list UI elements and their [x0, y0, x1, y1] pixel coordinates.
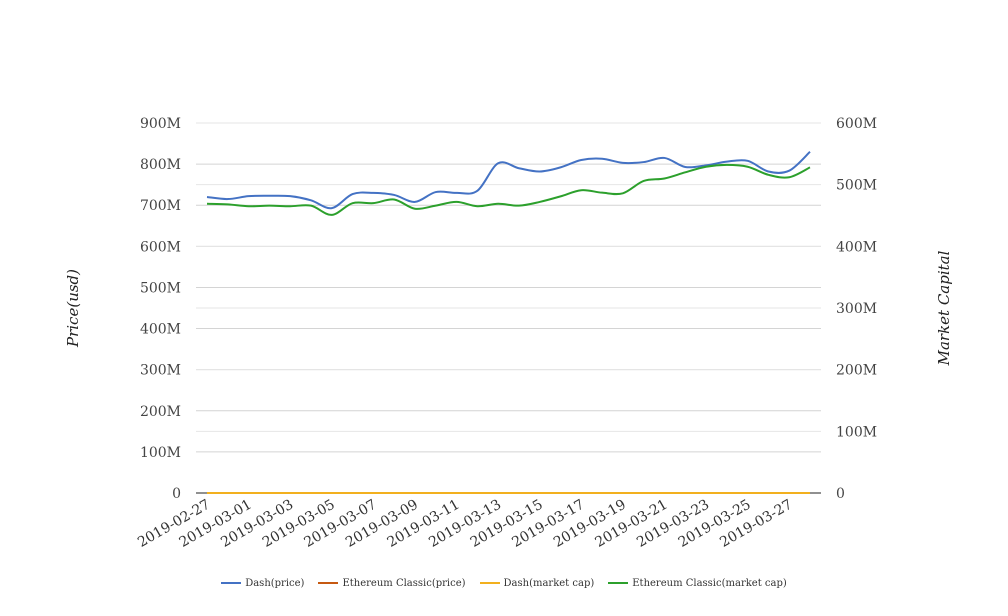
left-tick-label: 900M: [140, 116, 181, 132]
x-axis-ticks: 2019-02-272019-03-012019-03-032019-03-05…: [135, 497, 795, 551]
right-tick-label: 0: [836, 486, 845, 502]
legend-label: Ethereum Classic(price): [342, 578, 466, 589]
left-tick-label: 100M: [140, 445, 181, 461]
left-axis-ticks: 0 100M 200M 300M 400M 500M 600M 700M 800M 900M: [140, 116, 181, 502]
right-tick-label: 100M: [836, 424, 877, 440]
right-tick-label: 200M: [836, 363, 877, 379]
chart-legend: Dash(price) Ethereum Classic(price) Dash(m…: [0, 578, 1008, 589]
series-line-dash-price: [206, 151, 811, 210]
legend-item[interactable]: Ethereum Classic(market cap): [608, 578, 787, 589]
right-tick-label: 400M: [836, 239, 877, 255]
left-tick-label: 400M: [140, 322, 181, 338]
series-line-ethereum-classic-market-cap: [206, 163, 811, 216]
legend-label: Dash(market cap): [503, 578, 595, 589]
legend-item[interactable]: Dash(price): [221, 578, 304, 589]
legend-item[interactable]: Dash(market cap): [479, 578, 595, 589]
left-tick-label: 500M: [140, 280, 181, 296]
right-axis-title: Market Capital: [935, 250, 953, 366]
legend-label: Ethereum Classic(market cap): [632, 578, 787, 589]
left-tick-label: 700M: [140, 198, 181, 214]
left-axis-title: Price(usd): [64, 269, 82, 348]
legend-label: Dash(price): [245, 578, 305, 589]
series-lines: [206, 151, 811, 495]
legend-swatch: [608, 581, 629, 584]
right-axis-ticks: 0 100M 200M 300M 400M 500M 600M: [836, 116, 877, 502]
right-tick-label: 300M: [836, 301, 877, 317]
legend-item[interactable]: Ethereum Classic(price): [318, 578, 466, 589]
left-tick-label: 600M: [140, 239, 181, 255]
legend-swatch: [479, 581, 500, 584]
legend-swatch: [318, 581, 339, 584]
left-tick-label: 0: [172, 486, 181, 502]
gridlines: [196, 122, 821, 494]
left-tick-label: 800M: [140, 157, 181, 173]
left-tick-label: 300M: [140, 363, 181, 379]
right-tick-label: 600M: [836, 116, 877, 132]
legend-swatch: [221, 581, 242, 584]
left-tick-label: 200M: [140, 404, 181, 420]
right-tick-label: 500M: [836, 178, 877, 194]
